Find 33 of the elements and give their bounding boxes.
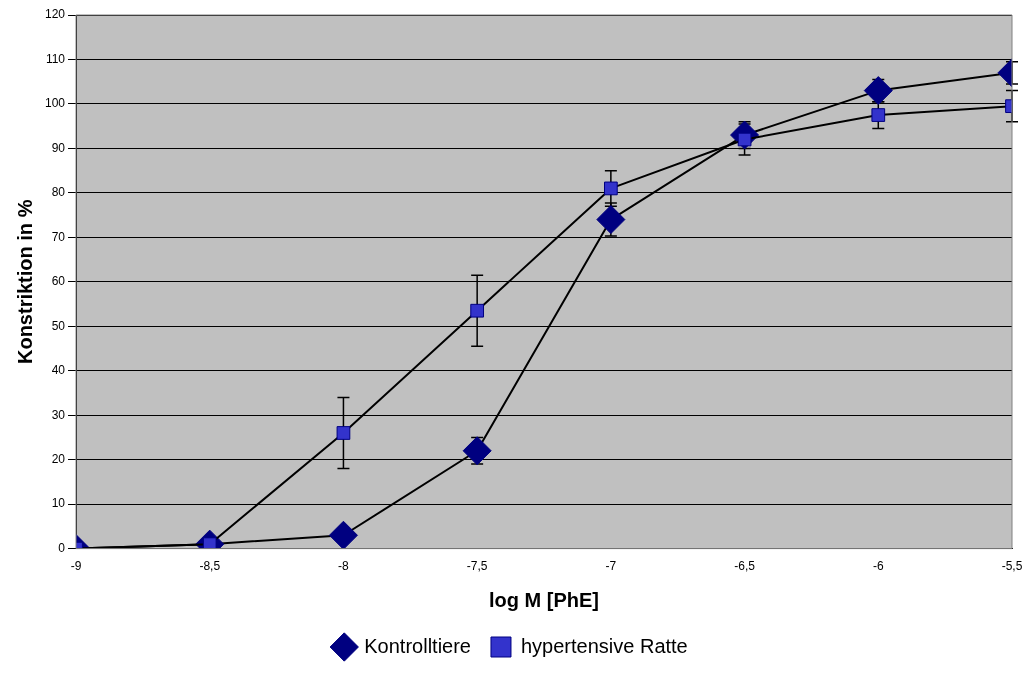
- point: [462, 436, 492, 466]
- x-tick-label: -5,5: [1001, 559, 1023, 574]
- x-tick-label: -8,5: [199, 559, 221, 574]
- y-tick-label: 40: [51, 363, 66, 378]
- x-tick-label: -6: [872, 559, 884, 574]
- point: [596, 205, 626, 235]
- x-axis-title: log M [PhE]: [489, 588, 599, 611]
- y-tick-label: 10: [51, 496, 66, 511]
- y-tick-label: 0: [58, 540, 66, 555]
- y-tick-label: 30: [51, 407, 66, 422]
- point: [863, 76, 893, 106]
- y-tick-label: 110: [45, 51, 66, 66]
- y-tick-label: 80: [51, 185, 66, 200]
- y-tick-label: 60: [51, 274, 66, 289]
- y-tick-label: 50: [51, 318, 66, 333]
- x-tick-label: -8: [338, 559, 350, 574]
- x-tick-label: -7: [605, 559, 617, 574]
- point: [336, 426, 351, 440]
- point: [328, 520, 358, 549]
- legend-label: Kontrolltiere: [364, 634, 471, 657]
- point: [470, 303, 485, 318]
- legend-label: hypertensive Ratte: [520, 634, 688, 657]
- y-tick-label: 120: [44, 7, 66, 22]
- y-tick-label: 100: [44, 96, 66, 111]
- x-tick-label: -9: [70, 559, 82, 574]
- point: [604, 181, 618, 196]
- y-tick-label: 70: [51, 229, 66, 244]
- point: [871, 108, 886, 122]
- x-tick-label: -7,5: [466, 559, 488, 574]
- x-tick-label: -6,5: [734, 559, 756, 574]
- y-axis-title: Konstriktion in %: [13, 199, 36, 365]
- y-tick-label: 90: [51, 140, 66, 155]
- y-tick-label: 20: [51, 451, 66, 466]
